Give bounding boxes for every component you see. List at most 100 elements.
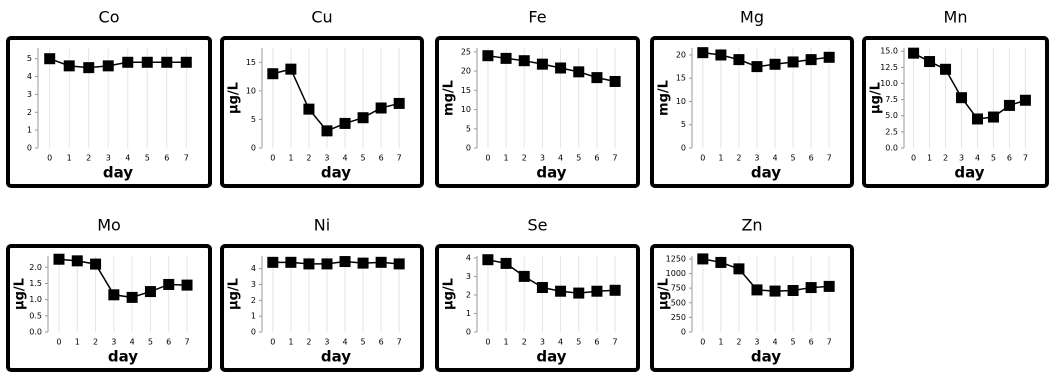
data-point [591,72,603,84]
x-tick-label: 1 [718,338,723,347]
y-tick-label: 4 [466,253,471,262]
y-tick-label: 0 [251,144,256,153]
data-point [751,61,763,73]
y-tick-label: 0 [681,328,686,337]
y-tick-label: 5 [27,54,32,63]
x-tick-label: 7 [397,338,402,347]
panel-frame [220,36,424,188]
data-point [181,279,193,291]
y-tick-label: 10.0 [880,79,898,88]
data-point [357,112,369,124]
data-point [141,56,153,68]
x-tick-label: 2 [86,154,91,163]
data-point [63,60,75,72]
y-tick-label: 3 [466,272,471,281]
y-tick-label: 1 [251,312,256,321]
data-point [108,289,120,301]
y-tick-label: 5.0 [885,111,898,120]
panel-frame [435,244,640,372]
data-point [971,113,983,125]
panel-frame [220,244,424,372]
data-point [303,258,315,270]
x-axis-label: day [751,348,781,366]
data-point [908,47,920,59]
y-tick-label: 2.0 [29,263,42,272]
data-point [536,58,548,70]
y-tick-label: 1000 [666,269,686,278]
panel-title: Zn [741,216,762,235]
panel-title: Fe [528,8,546,27]
x-axis-label: day [751,164,781,182]
data-point [144,286,156,298]
panel-title: Se [528,216,548,235]
data-point [122,56,134,68]
y-tick-label: 2 [251,296,256,305]
x-tick-label: 0 [700,154,705,163]
data-point [940,63,952,75]
x-tick-label: 3 [754,154,759,163]
y-axis-label: mg/L [657,80,672,116]
data-point [823,280,835,292]
data-point [161,56,173,68]
data-point [956,92,968,104]
data-point [787,56,799,68]
data-point [375,256,387,268]
x-tick-label: 4 [772,338,777,347]
panel-title: Cu [311,8,332,27]
x-tick-label: 6 [1007,154,1012,163]
y-tick-label: 5 [681,120,686,129]
data-point [83,62,95,74]
data-point [267,256,279,268]
x-tick-label: 7 [1023,154,1028,163]
x-tick-label: 1 [288,154,293,163]
x-tick-label: 1 [718,154,723,163]
y-tick-label: 3 [251,280,256,289]
y-tick-label: 0 [251,328,256,337]
x-tick-label: 4 [558,154,563,163]
data-point [44,53,56,65]
x-tick-label: 0 [270,338,275,347]
data-point [769,285,781,297]
data-point [733,263,745,275]
x-tick-label: 1 [927,154,932,163]
data-point [987,111,999,123]
x-axis-label: day [103,164,133,182]
x-tick-label: 4 [125,154,130,163]
data-point [518,55,530,67]
y-tick-label: 0 [466,144,471,153]
x-tick-label: 3 [106,154,111,163]
x-tick-label: 3 [540,338,545,347]
y-axis-label: µg/L [227,278,242,310]
x-tick-label: 6 [164,154,169,163]
y-tick-label: 0 [681,144,686,153]
data-point [321,125,333,137]
data-point [536,282,548,294]
y-tick-label: 12.5 [880,63,898,72]
x-tick-label: 4 [772,154,777,163]
data-point [53,253,65,265]
x-tick-label: 4 [975,154,980,163]
y-tick-label: 750 [671,284,686,293]
y-tick-label: 4 [251,264,256,273]
y-tick-label: 500 [671,298,686,307]
y-axis-label: mg/L [442,80,457,116]
data-point [482,50,494,62]
y-tick-label: 1250 [666,254,686,263]
data-point [285,256,297,268]
x-tick-label: 6 [379,338,384,347]
x-tick-label: 4 [130,338,135,347]
data-point [555,285,567,297]
x-tick-label: 2 [522,154,527,163]
x-tick-label: 3 [324,338,329,347]
y-tick-label: 15 [246,58,256,67]
x-tick-label: 0 [911,154,916,163]
x-tick-label: 3 [754,338,759,347]
data-point [823,51,835,63]
data-point [697,253,709,265]
data-point [102,60,114,72]
x-tick-label: 1 [288,338,293,347]
y-tick-label: 0.0 [29,328,42,337]
y-axis-label: µg/L [869,82,884,114]
y-tick-label: 10 [676,97,686,106]
x-tick-label: 6 [809,154,814,163]
